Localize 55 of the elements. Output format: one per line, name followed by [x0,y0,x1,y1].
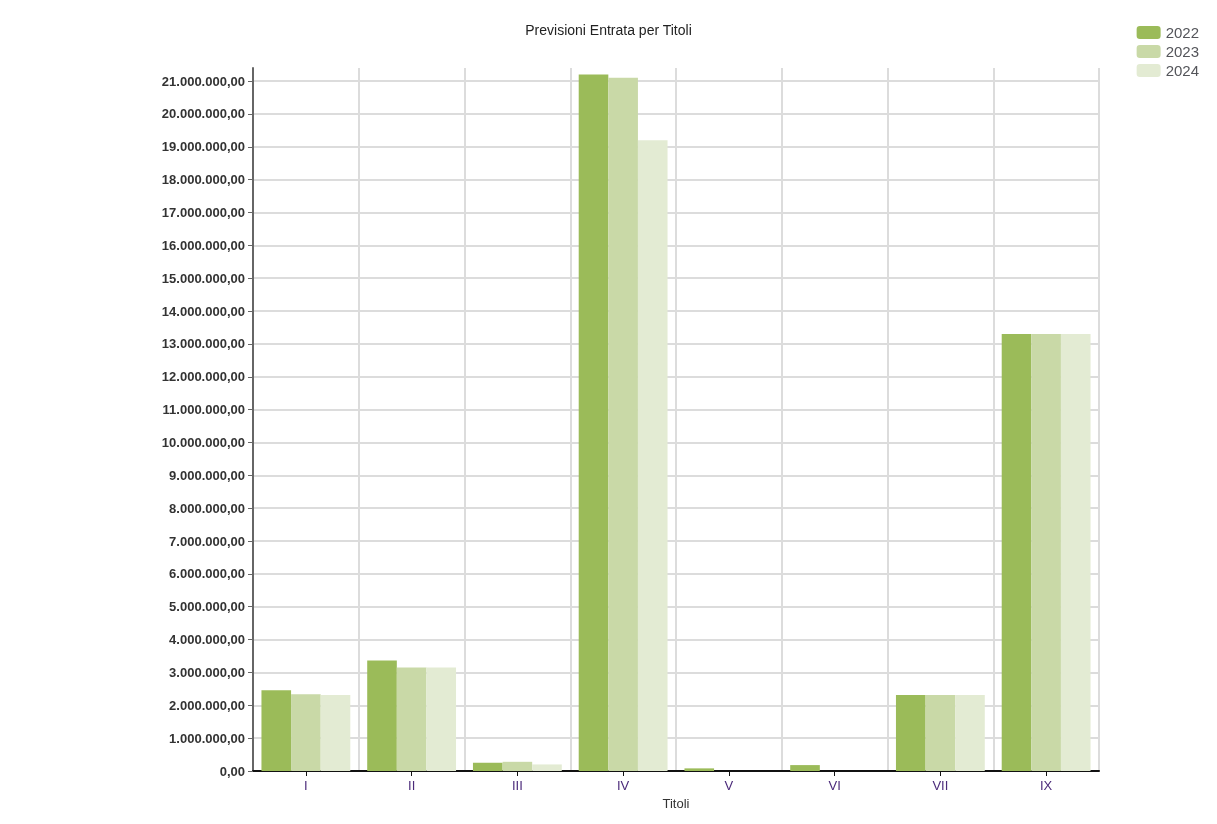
x-axis-title: Titoli [662,795,690,811]
bar [367,660,397,771]
bar [396,667,427,771]
y-tick-label: 13.000.000,00 [161,336,245,352]
bar [608,77,638,771]
y-tick-label: 18.000.000,00 [161,172,245,188]
bar [320,695,351,771]
y-tick-label: 15.000.000,00 [161,270,245,286]
y-tick-label: 0,00 [219,763,245,779]
y-tick-label: 8.000.000,00 [169,500,245,516]
bar [1001,334,1032,771]
y-tick-label: 12.000.000,00 [161,369,245,385]
x-tick-label: I [304,778,308,793]
bar [426,667,457,771]
bar [1031,334,1061,771]
bar [291,694,321,771]
bar [684,768,715,771]
y-tick-label: 20.000.000,00 [161,106,245,122]
y-tick-label: 2.000.000,00 [169,697,245,713]
y-tick-label: 5.000.000,00 [169,599,245,615]
y-tick-label: 21.000.000,00 [161,73,245,89]
legend-label: 2023 [1165,43,1200,60]
y-tick-label: 1.000.000,00 [169,730,245,746]
bar [637,140,668,771]
bar [578,74,609,771]
y-tick-label: 7.000.000,00 [169,533,245,549]
y-tick-label: 3.000.000,00 [169,664,245,680]
bar [532,764,562,771]
y-tick-label: 6.000.000,00 [169,566,245,582]
bar [261,690,292,771]
chart-title: Previsioni Entrata per Titoli [525,22,692,38]
bar [790,765,820,771]
y-tick-label: 16.000.000,00 [161,237,245,253]
y-tick-label: 9.000.000,00 [169,467,245,483]
y-tick-label: 4.000.000,00 [169,632,245,648]
x-tick-label: V [724,778,734,793]
x-tick-label: IV [616,778,630,793]
y-tick-label: 11.000.000,00 [162,402,245,418]
bar [472,762,503,771]
bar [502,761,533,771]
x-tick-label: II [408,778,416,793]
x-tick-label: VI [828,778,841,793]
bar [955,695,985,771]
bar [1060,334,1091,771]
bar [925,695,956,771]
x-tick-label: IX [1039,778,1053,793]
y-tick-label: 19.000.000,00 [161,139,245,155]
y-tick-label: 17.000.000,00 [161,205,245,221]
bar [895,695,926,771]
y-tick-label: 14.000.000,00 [161,303,245,319]
legend-label: 2022 [1165,24,1200,41]
x-tick-label: VII [932,778,949,793]
legend-label: 2024 [1165,62,1200,79]
x-tick-label: III [511,778,523,793]
y-tick-label: 10.000.000,00 [161,435,245,450]
